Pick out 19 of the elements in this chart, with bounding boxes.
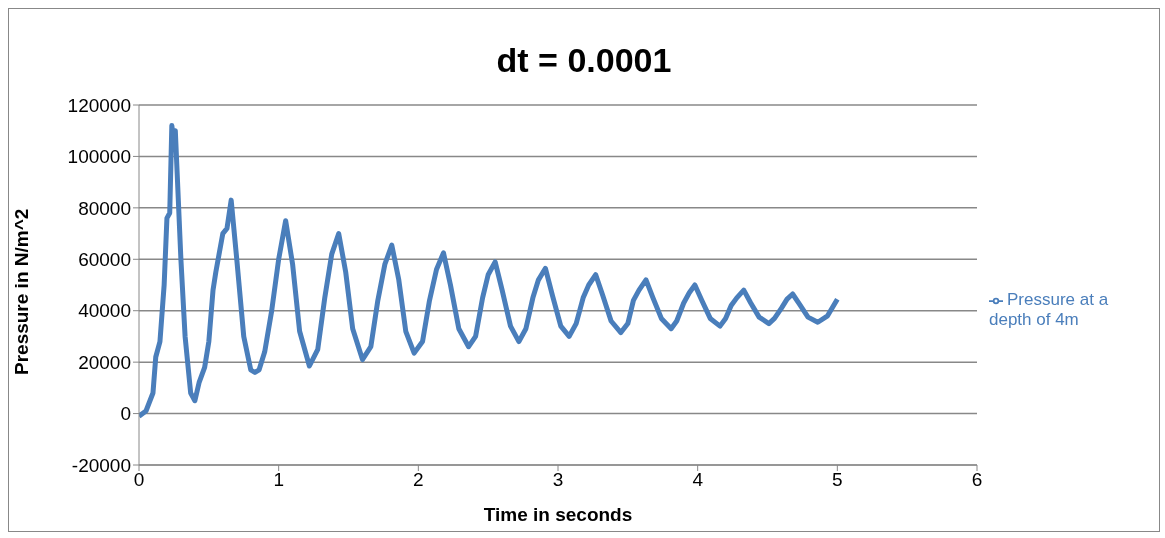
y-tick-label: 20000 <box>78 351 131 373</box>
chart-title: dt = 0.0001 <box>495 41 673 81</box>
y-tick-label: 60000 <box>78 249 131 271</box>
x-tick-label: 1 <box>273 469 284 491</box>
x-tick-label: 6 <box>971 469 983 491</box>
y-tick-label: -20000 <box>71 454 131 476</box>
y-tick-label: 80000 <box>78 197 131 219</box>
legend-label: Pressure at a depth of 4m <box>989 290 1109 329</box>
x-tick-label: 4 <box>692 469 704 491</box>
y-tick-label: 40000 <box>78 300 131 322</box>
x-tick-label: 2 <box>413 469 424 491</box>
x-tick-label: 0 <box>133 469 145 491</box>
x-tick-label: 3 <box>552 469 564 491</box>
y-axis-title: Pressure in N/m^2 <box>10 208 32 375</box>
y-tick-label: 100000 <box>67 146 131 168</box>
x-tick-label: 5 <box>832 469 843 491</box>
y-tick-label: 120000 <box>67 94 131 116</box>
x-axis-title: Time in seconds <box>483 504 633 525</box>
y-tick-label: 0 <box>120 403 131 425</box>
